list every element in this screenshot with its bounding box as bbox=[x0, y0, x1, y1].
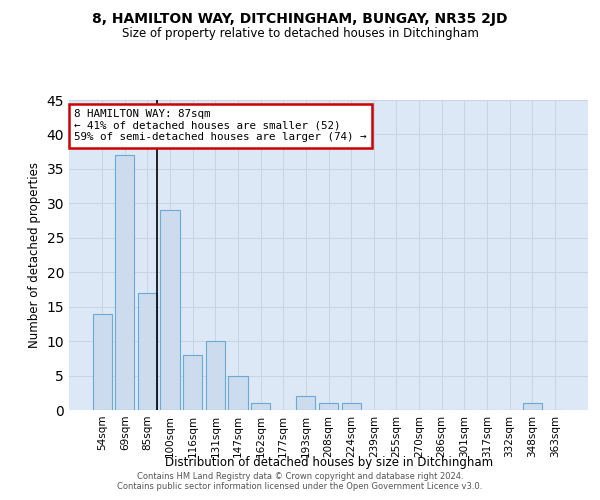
Bar bbox=[183, 355, 202, 410]
Bar bbox=[206, 341, 225, 410]
Bar bbox=[160, 210, 180, 410]
Bar bbox=[296, 396, 316, 410]
Text: Size of property relative to detached houses in Ditchingham: Size of property relative to detached ho… bbox=[122, 28, 478, 40]
Bar bbox=[341, 403, 361, 410]
Bar bbox=[319, 403, 338, 410]
Bar bbox=[138, 293, 157, 410]
Bar bbox=[92, 314, 112, 410]
Text: Contains public sector information licensed under the Open Government Licence v3: Contains public sector information licen… bbox=[118, 482, 482, 491]
Text: 8 HAMILTON WAY: 87sqm
← 41% of detached houses are smaller (52)
59% of semi-deta: 8 HAMILTON WAY: 87sqm ← 41% of detached … bbox=[74, 110, 367, 142]
Bar bbox=[115, 155, 134, 410]
Bar bbox=[523, 403, 542, 410]
Bar bbox=[229, 376, 248, 410]
Text: Contains HM Land Registry data © Crown copyright and database right 2024.: Contains HM Land Registry data © Crown c… bbox=[137, 472, 463, 481]
Y-axis label: Number of detached properties: Number of detached properties bbox=[28, 162, 41, 348]
Bar bbox=[251, 403, 270, 410]
Text: 8, HAMILTON WAY, DITCHINGHAM, BUNGAY, NR35 2JD: 8, HAMILTON WAY, DITCHINGHAM, BUNGAY, NR… bbox=[92, 12, 508, 26]
Text: Distribution of detached houses by size in Ditchingham: Distribution of detached houses by size … bbox=[165, 456, 493, 469]
